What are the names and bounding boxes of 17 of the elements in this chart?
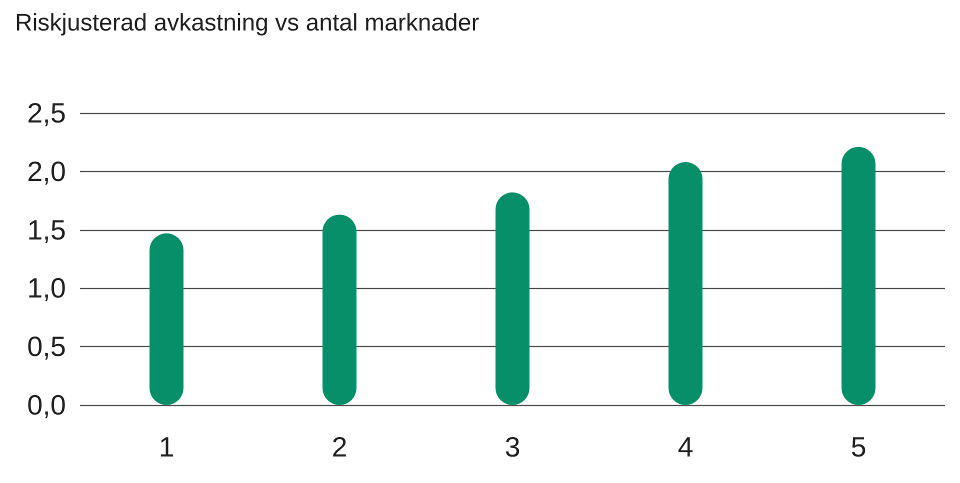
y-tick-label: 0,5 <box>27 331 66 362</box>
bar <box>322 214 356 405</box>
bar <box>668 162 702 405</box>
y-tick-label: 1,0 <box>27 272 66 304</box>
x-tick-label: 1 <box>158 432 174 462</box>
x-tick-label: 2 <box>332 432 348 462</box>
bar <box>150 233 184 405</box>
y-tick-label: 2,0 <box>27 156 66 187</box>
x-tick-label: 4 <box>678 432 694 462</box>
bar <box>496 192 530 405</box>
y-tick-label: 1,5 <box>27 214 66 246</box>
bar <box>842 146 876 405</box>
chart-title: Riskjusterad avkastning vs antal marknader <box>15 10 480 36</box>
x-tick-label: 3 <box>504 432 520 462</box>
y-tick-label: 0,0 <box>27 390 66 420</box>
x-tick-label: 5 <box>850 432 866 462</box>
y-tick-label: 2,5 <box>27 98 66 128</box>
